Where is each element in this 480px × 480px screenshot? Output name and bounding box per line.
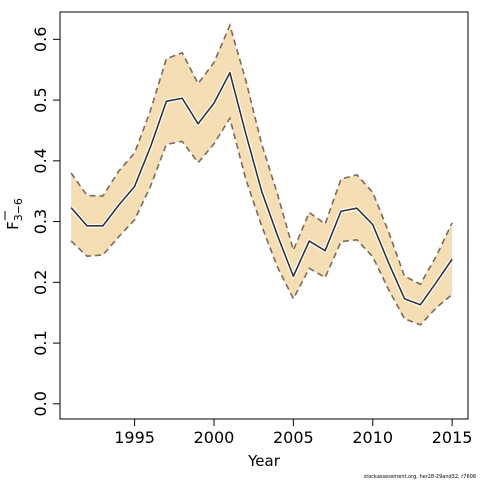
series-layer: [69, 22, 454, 326]
estimate-line: [70, 71, 453, 306]
y-tick-label: 0.2: [31, 270, 50, 295]
y-tick-label: 0.1: [31, 330, 50, 355]
y-tick-label: 0.4: [31, 148, 50, 173]
y-axis-title-main: F: [4, 221, 22, 230]
x-axis-title: Year: [247, 452, 281, 470]
y-tick-label: 0.0: [31, 391, 50, 416]
lower-bound-line: [70, 116, 453, 326]
x-tick-label: 2015: [432, 428, 473, 447]
x-tick-label: 2005: [273, 428, 314, 447]
x-axis: 1995 2000 2005 2010 2015: [114, 419, 472, 447]
x-tick-label: 2010: [352, 428, 393, 447]
plot-frame: [59, 11, 469, 420]
y-axis-title: F3−6: [4, 198, 25, 230]
y-axis: 0.0 0.1 0.2 0.3 0.4 0.5 0.6: [31, 27, 60, 417]
y-tick-label: 0.3: [31, 209, 50, 234]
y-tick-label: 0.6: [31, 27, 50, 52]
x-tick-label: 2000: [194, 428, 235, 447]
y-axis-title-text: F3−6: [4, 198, 25, 230]
x-tick-label: 1995: [114, 428, 155, 447]
footer-credit: stockassessment.org, her28-29and32, r760…: [364, 474, 476, 480]
y-axis-title-subscript: 3−6: [12, 198, 25, 221]
y-tick-label: 0.5: [31, 87, 50, 112]
